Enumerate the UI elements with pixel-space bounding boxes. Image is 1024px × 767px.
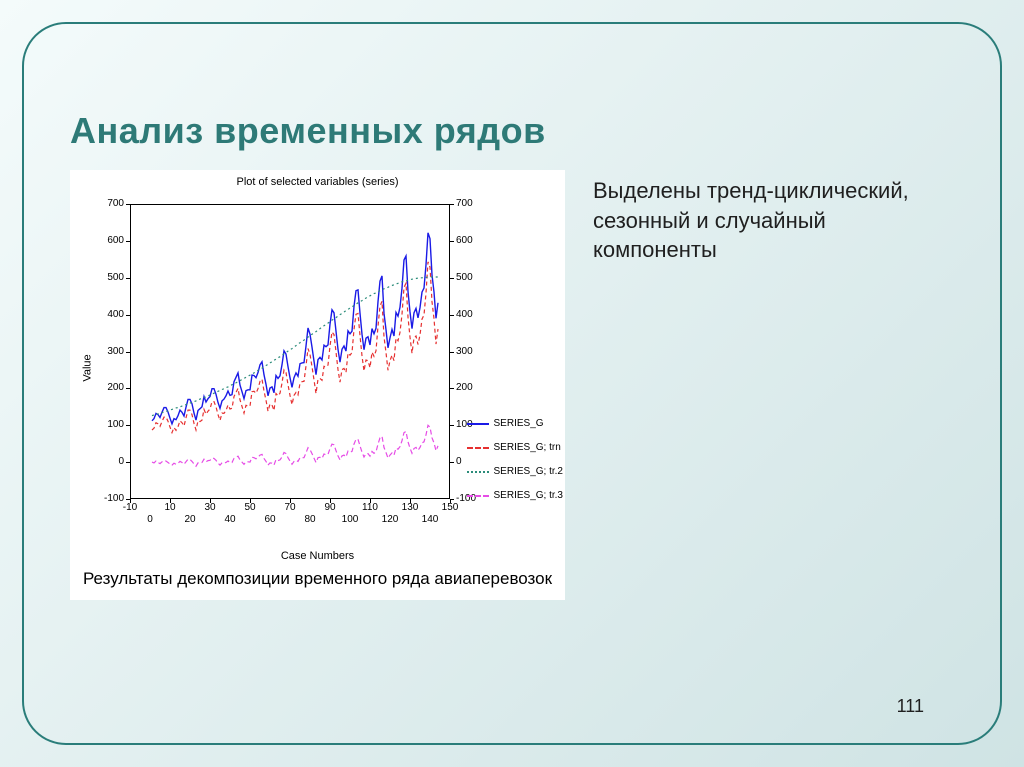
legend-label: SERIES_G; trn	[494, 440, 561, 456]
tick-label: 60	[260, 514, 280, 525]
chart-figure: Plot of selected variables (series) Valu…	[70, 170, 565, 600]
tick-label: 300	[107, 346, 124, 357]
tick-label: 110	[360, 502, 380, 513]
body-row: Plot of selected variables (series) Valu…	[70, 170, 954, 600]
chart-stage: Value -100-10000100100200200300300400400…	[70, 188, 565, 548]
tick-label: 600	[107, 235, 124, 246]
tick-label: 120	[380, 514, 400, 525]
tick-label: 30	[200, 502, 220, 513]
slide-content: Анализ временных рядов Plot of selected …	[0, 0, 1024, 767]
chart-title: Plot of selected variables (series)	[70, 170, 565, 188]
legend-swatch	[467, 471, 489, 473]
tick-label: 0	[456, 456, 462, 467]
tick-label: 500	[107, 272, 124, 283]
tick-label: 100	[107, 419, 124, 430]
tick-label: 150	[440, 502, 460, 513]
legend: SERIES_G SERIES_G; trn SERIES_G; tr.2 SERIE…	[467, 408, 563, 512]
tick-label: 600	[456, 235, 473, 246]
tick-label: 0	[118, 456, 124, 467]
legend-item: SERIES_G; trn	[467, 440, 563, 456]
tick-label: 700	[107, 198, 124, 209]
tick-label: 140	[420, 514, 440, 525]
tick-label: 200	[107, 382, 124, 393]
tick-label: 10	[160, 502, 180, 513]
chart-caption: Результаты декомпозиции временного ряда …	[70, 562, 565, 600]
tick-label: 130	[400, 502, 420, 513]
tick-label: 90	[320, 502, 340, 513]
series-line	[152, 425, 438, 466]
tick-label: 200	[456, 382, 473, 393]
legend-item: SERIES_G; tr.3	[467, 488, 563, 504]
series-line	[152, 262, 438, 433]
legend-item: SERIES_G; tr.2	[467, 464, 563, 480]
legend-swatch	[467, 495, 489, 497]
slide-description: Выделены тренд-циклический, сезонный и с…	[593, 170, 954, 265]
legend-swatch	[467, 447, 489, 449]
tick-label: 500	[456, 272, 473, 283]
tick-label: 700	[456, 198, 473, 209]
page-title: Анализ временных рядов	[70, 110, 954, 152]
legend-item: SERIES_G	[467, 416, 563, 432]
page-number: 111	[897, 696, 924, 717]
tick-label: 400	[107, 309, 124, 320]
x-axis-label: Case Numbers	[70, 548, 565, 562]
series-line	[152, 233, 438, 424]
tick-label: 0	[140, 514, 160, 525]
tick-label: -10	[120, 502, 140, 513]
tick-label: 400	[456, 309, 473, 320]
tick-label: 40	[220, 514, 240, 525]
tick-label: 80	[300, 514, 320, 525]
legend-label: SERIES_G; tr.2	[494, 464, 563, 480]
legend-swatch	[467, 423, 489, 425]
legend-label: SERIES_G	[494, 416, 544, 432]
legend-label: SERIES_G; tr.3	[494, 488, 563, 504]
tick-label: 20	[180, 514, 200, 525]
tick-label: 100	[340, 514, 360, 525]
tick-label: 300	[456, 346, 473, 357]
tick-label: 70	[280, 502, 300, 513]
tick-label: 50	[240, 502, 260, 513]
